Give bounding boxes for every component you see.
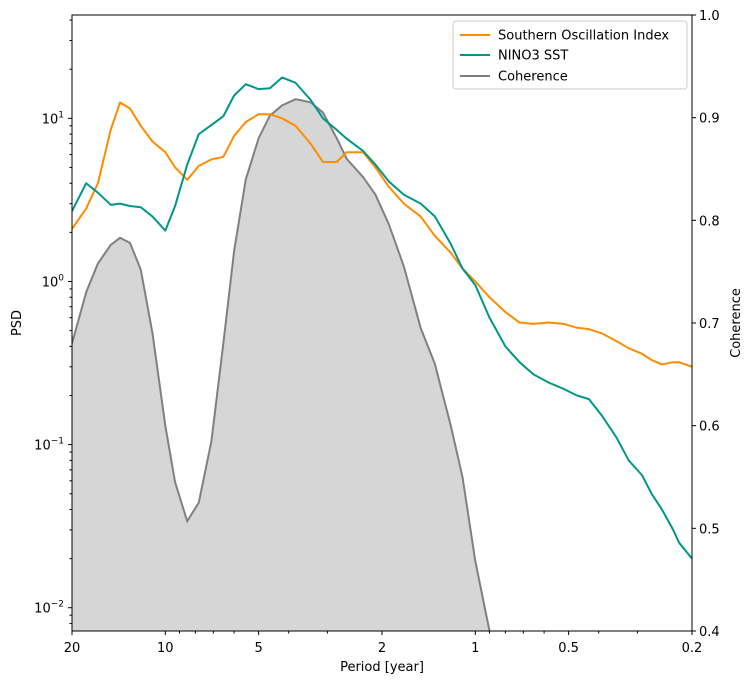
- y-left-tick-label: 10−2: [34, 600, 64, 617]
- nino3-line: [72, 76, 692, 560]
- x-axis-title: Period [year]: [340, 660, 424, 675]
- x-tick-label-1: 1: [471, 641, 479, 656]
- y-right-tick-label: 0.9: [699, 112, 720, 127]
- legend-label-nino3: NINO3 SST: [498, 49, 568, 64]
- y-right-tick-label: 1.0: [699, 9, 720, 24]
- legend: Southern Oscillation Index NINO3 SST Coh…: [452, 20, 688, 90]
- legend-label-coherence: Coherence: [498, 70, 568, 85]
- x-tick-label-5: 5: [254, 641, 262, 656]
- legend-box: [452, 20, 688, 90]
- y-left-tick-label: 101: [42, 110, 64, 127]
- y-right-tick-label: 0.4: [699, 625, 720, 640]
- y-left-tick-label: 10−1: [34, 437, 64, 454]
- y-right-tick-label: 0.6: [699, 420, 720, 435]
- legend-label-soi: Southern Oscillation Index: [498, 29, 669, 44]
- x-tick-label-2: 2: [378, 641, 386, 656]
- coherence-line: [72, 98, 491, 631]
- x-tick-label-0.2: 0.2: [682, 641, 703, 656]
- coherence-area: [72, 99, 490, 631]
- y-right-tick-label: 0.7: [699, 317, 720, 332]
- x-tick-label-10: 10: [157, 641, 174, 656]
- x-tick-label-0.5: 0.5: [558, 641, 579, 656]
- series-layer: [72, 76, 692, 631]
- y-axis-left-title: PSD: [10, 310, 25, 336]
- x-tick-label-20: 20: [64, 641, 81, 656]
- y-right-tick-label: 0.5: [699, 522, 720, 537]
- soi-line: [72, 101, 692, 368]
- y-axis-right-title: Coherence: [729, 288, 744, 358]
- y-left-tick-label: 100: [42, 273, 65, 290]
- y-right-tick-label: 0.8: [699, 214, 720, 229]
